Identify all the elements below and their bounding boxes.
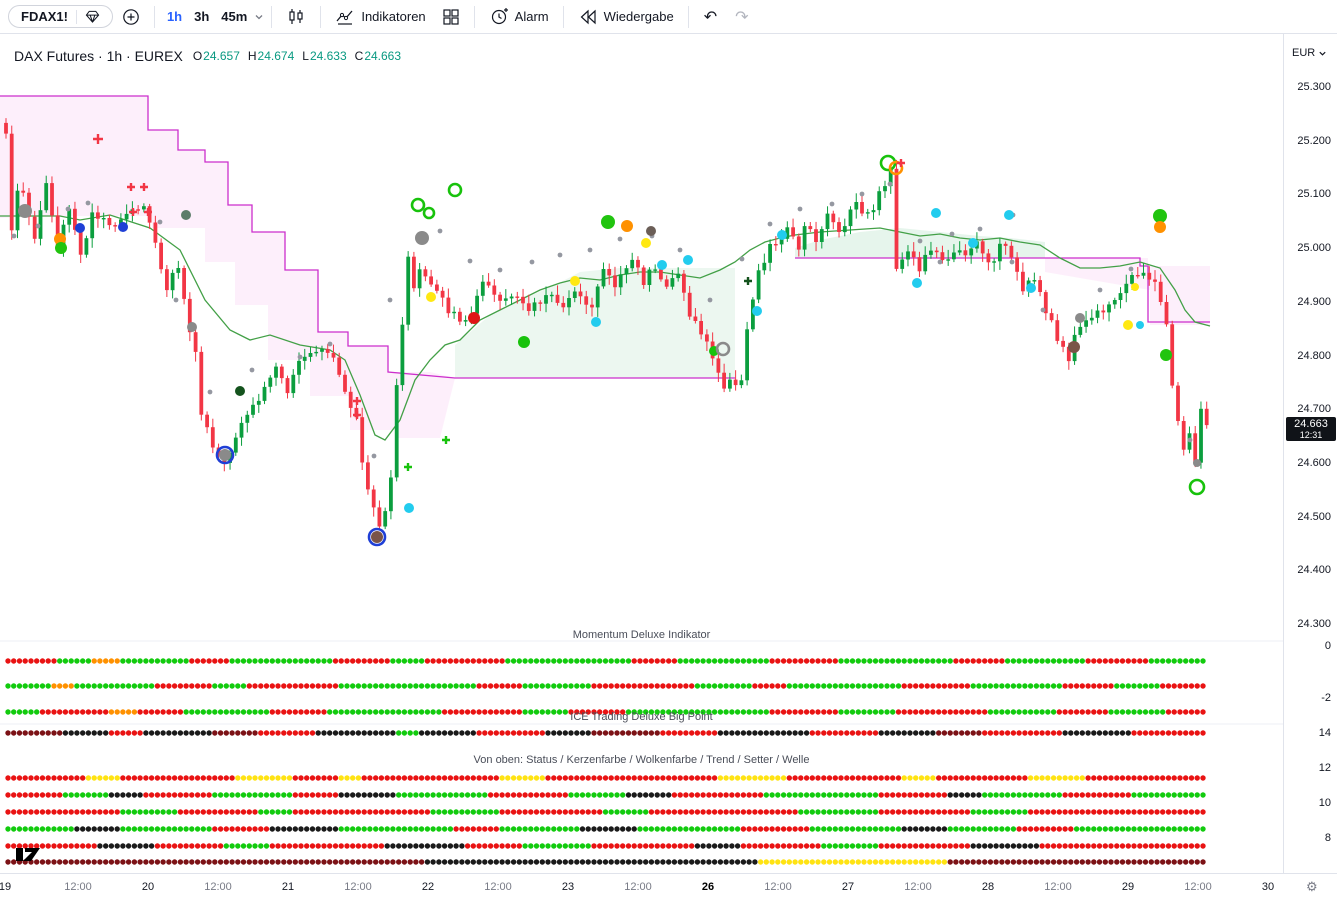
time-axis-label: 19 (0, 881, 12, 893)
time-axis-label: 20 (141, 881, 155, 893)
panel-axis-label: -2 (1321, 692, 1331, 704)
chevron-down-icon (1318, 49, 1327, 58)
replay-icon (578, 7, 598, 27)
chart-title[interactable]: DAX Futures · 1h · EUREX (14, 48, 183, 64)
time-axis-label: 30 (1261, 881, 1275, 893)
compare-add-button[interactable] (115, 4, 147, 30)
price-axis-label: 24.600 (1297, 456, 1331, 469)
open-label: O (192, 49, 203, 63)
toolbar-divider (473, 5, 475, 28)
momentum-panel-title: Momentum Deluxe Indikator (572, 629, 711, 641)
indicators-label: Indikatoren (361, 9, 426, 24)
panel-axis-label: 0 (1324, 640, 1331, 652)
gem-icon (85, 9, 100, 24)
toolbar-divider (687, 5, 689, 28)
tradingview-logo[interactable] (16, 843, 46, 868)
price-axis-label: 25.200 (1297, 134, 1331, 147)
time-axis-label: 12:00 (764, 881, 792, 893)
low-label: L (302, 49, 309, 63)
price-axis-label: 24.400 (1297, 564, 1331, 577)
chart-type-button[interactable] (279, 3, 313, 31)
undo-button[interactable]: ↶ (703, 8, 718, 26)
toolbar-divider (562, 5, 564, 28)
alarm-clock-icon (489, 7, 509, 27)
price-axis-label: 25.100 (1297, 188, 1331, 201)
panel-axis-label: 8 (1324, 832, 1331, 844)
time-axis-label: 12:00 (204, 881, 232, 893)
time-axis-label: 12:00 (624, 881, 652, 893)
time-axis-label: 22 (421, 881, 435, 893)
close-value: 24.663 (364, 49, 402, 63)
interval-1h[interactable]: 1h (166, 9, 183, 24)
time-axis-label: 28 (981, 881, 995, 893)
time-axis-label: 29 (1121, 881, 1135, 893)
close-label: C (354, 49, 364, 63)
time-axis-label: 23 (561, 881, 575, 893)
interval-3h[interactable]: 3h (194, 9, 210, 24)
countdown-timer: 12:31 (1299, 430, 1323, 441)
price-axis-label: 25.300 (1297, 81, 1331, 93)
currency-selector[interactable]: EUR (1292, 47, 1327, 59)
last-price-badge: 24.663 12:31 (1286, 417, 1336, 442)
time-axis-label: 12:00 (1184, 881, 1212, 893)
toolbar-divider (320, 5, 322, 28)
time-axis-label: 12:00 (904, 881, 932, 893)
panel-axis-label: 10 (1318, 797, 1331, 809)
replay-label: Wiedergabe (603, 9, 674, 24)
symbol-label: FDAX1! (21, 9, 68, 24)
redo-button[interactable]: ↷ (735, 8, 749, 26)
toolbar-divider (271, 5, 273, 28)
chart-legend: DAX Futures · 1h · EUREX O 24.657 H 24.674… (14, 48, 401, 64)
time-axis-label: 12:00 (484, 881, 512, 893)
price-axis[interactable]: EUR 24.663 12:31 25.300 25.200 25.100 25.00… (1283, 33, 1337, 873)
toolbar-divider (153, 5, 155, 28)
price-axis-label: 24.500 (1297, 510, 1331, 523)
indicators-button[interactable]: Indikatoren (328, 3, 432, 31)
gear-icon[interactable]: ⚙ (1306, 879, 1318, 894)
time-axis-label: 12:00 (344, 881, 372, 893)
pill-divider (75, 9, 77, 24)
symbol-search-button[interactable]: FDAX1! (8, 5, 113, 28)
main-chart-canvas[interactable] (0, 0, 1283, 873)
price-axis-label: 25.000 (1297, 242, 1331, 255)
open-value: 24.657 (203, 49, 240, 63)
alarm-button[interactable]: Alarm (482, 3, 556, 31)
top-toolbar: FDAX1! 1h 3h 45m Indikatoren Alarm (0, 0, 1337, 34)
price-axis-label: 24.700 (1297, 403, 1331, 416)
ohlc-values: O 24.657 H 24.674 L 24.633 C 24.663 (193, 49, 401, 63)
ice-panel-subtitle: Von oben: Status / Kerzenfarbe / Wolkenf… (473, 754, 810, 766)
indicators-icon (335, 7, 355, 27)
time-axis-label: 26 (701, 881, 715, 893)
currency-label: EUR (1292, 47, 1316, 59)
replay-button[interactable]: Wiedergabe (571, 3, 681, 31)
panel-axis-label: 12 (1318, 762, 1331, 774)
time-axis-label: 12:00 (1044, 881, 1072, 893)
interval-menu-chevron-icon[interactable] (254, 12, 264, 22)
ice-panel-title: ICE Trading Deluxe Big Point (570, 711, 713, 723)
time-axis-label: 12:00 (64, 881, 92, 893)
high-value: 24.674 (257, 49, 295, 63)
last-price-value: 24.663 (1294, 418, 1328, 431)
price-axis-label: 24.900 (1297, 295, 1331, 308)
interval-45m[interactable]: 45m (221, 9, 248, 24)
high-label: H (247, 49, 257, 63)
price-axis-label: 24.800 (1297, 349, 1331, 362)
time-axis-label: 27 (841, 881, 855, 893)
layout-grid-button[interactable] (435, 4, 467, 30)
panel-axis-label: 14 (1318, 727, 1331, 739)
alarm-label: Alarm (514, 9, 549, 24)
time-axis-label: 21 (281, 881, 295, 893)
time-axis[interactable]: ⚙ 19 12:00 20 12:00 21 12:00 22 12:00 23 12:00 26 1… (0, 873, 1337, 902)
price-axis-label: 24.300 (1297, 618, 1331, 630)
low-value: 24.633 (309, 49, 347, 63)
